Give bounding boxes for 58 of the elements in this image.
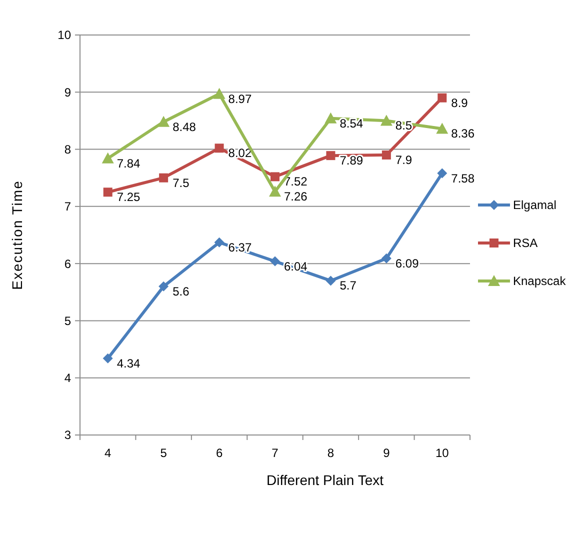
x-tick-label: 6 xyxy=(216,446,223,460)
point xyxy=(158,116,170,127)
data-label: 7.5 xyxy=(172,176,190,190)
y-axis-title: Execution Time xyxy=(9,180,25,290)
y-tick-label: 10 xyxy=(58,28,72,42)
data-label: 8.36 xyxy=(451,126,475,141)
point xyxy=(382,150,391,160)
y-tick-label: 5 xyxy=(64,314,72,328)
data-label: 6.09 xyxy=(395,256,420,270)
data-label: 8.9 xyxy=(451,96,468,110)
y-tick-label: 4 xyxy=(64,371,72,386)
x-tick-label: 9 xyxy=(383,446,390,460)
point xyxy=(438,93,447,102)
point xyxy=(269,186,281,197)
x-tick-label: 4 xyxy=(104,446,112,460)
point xyxy=(270,172,280,182)
point xyxy=(380,114,392,126)
y-tick-label: 7 xyxy=(64,200,72,214)
x-tick-label: 5 xyxy=(160,446,168,460)
x-tick-label: 8 xyxy=(327,446,334,460)
data-label: 7.9 xyxy=(395,153,412,167)
point xyxy=(103,188,112,197)
point xyxy=(326,151,336,160)
legend-label: RSA xyxy=(513,236,538,250)
point xyxy=(214,237,224,248)
data-label: 7.89 xyxy=(340,154,364,168)
point xyxy=(214,144,224,153)
x-axis-title: Different Plain Text xyxy=(266,472,384,488)
data-label: 8.97 xyxy=(228,92,252,106)
x-tick-label: 10 xyxy=(435,446,450,460)
data-label: 8.54 xyxy=(340,116,364,130)
point xyxy=(159,173,168,182)
point xyxy=(326,276,336,286)
x-tick-label: 7 xyxy=(272,446,279,460)
point xyxy=(437,168,448,178)
point xyxy=(381,253,392,264)
point xyxy=(158,281,169,292)
point xyxy=(436,122,448,134)
data-label: 7.52 xyxy=(284,174,308,189)
point xyxy=(102,353,113,364)
legend-label: Knapscak xyxy=(513,274,567,288)
data-label: 7.26 xyxy=(284,190,308,204)
y-tick-label: 9 xyxy=(64,85,72,100)
data-label: 7.58 xyxy=(451,171,475,186)
point xyxy=(213,88,226,99)
data-label: 5.7 xyxy=(340,278,357,293)
data-label: 4.34 xyxy=(116,356,141,370)
data-label: 8.48 xyxy=(172,120,196,134)
point xyxy=(324,112,337,124)
point xyxy=(102,152,114,164)
data-label: 7.84 xyxy=(116,156,141,170)
data-label: 5.6 xyxy=(172,284,190,298)
y-tick-label: 6 xyxy=(64,256,72,271)
data-label: 7.25 xyxy=(116,190,141,204)
legend-label: Elgamal xyxy=(513,198,556,212)
y-tick-label: 8 xyxy=(64,142,72,156)
point xyxy=(270,256,280,266)
y-tick-label: 3 xyxy=(64,428,72,442)
